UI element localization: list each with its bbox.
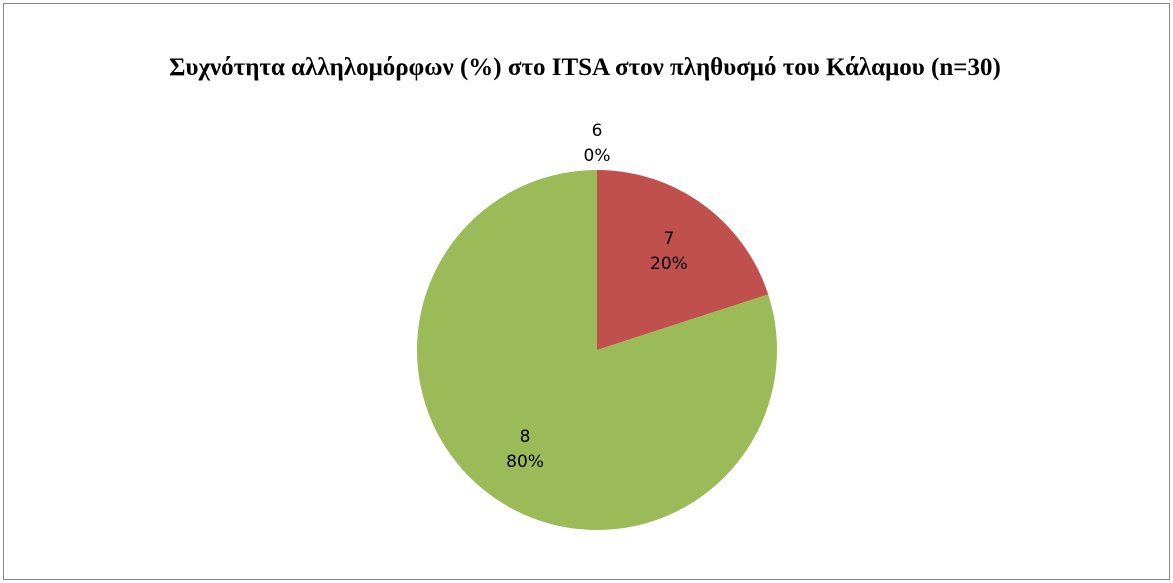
- data-label-value: 80%: [506, 452, 544, 472]
- chart-title: Συχνότητα αλληλομόρφων (%) στο ITSA στον…: [169, 54, 1001, 81]
- data-label-category: 6: [592, 121, 603, 141]
- pie-slice: [417, 170, 777, 530]
- pie-slice: [597, 170, 769, 350]
- data-label-category: 7: [664, 229, 675, 249]
- data-label-category: 8: [520, 427, 531, 447]
- data-label-value: 20%: [650, 254, 688, 274]
- data-label-value: 0%: [584, 146, 611, 166]
